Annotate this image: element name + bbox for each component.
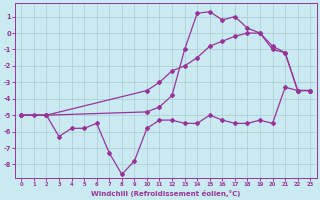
X-axis label: Windchill (Refroidissement éolien,°C): Windchill (Refroidissement éolien,°C): [91, 190, 240, 197]
